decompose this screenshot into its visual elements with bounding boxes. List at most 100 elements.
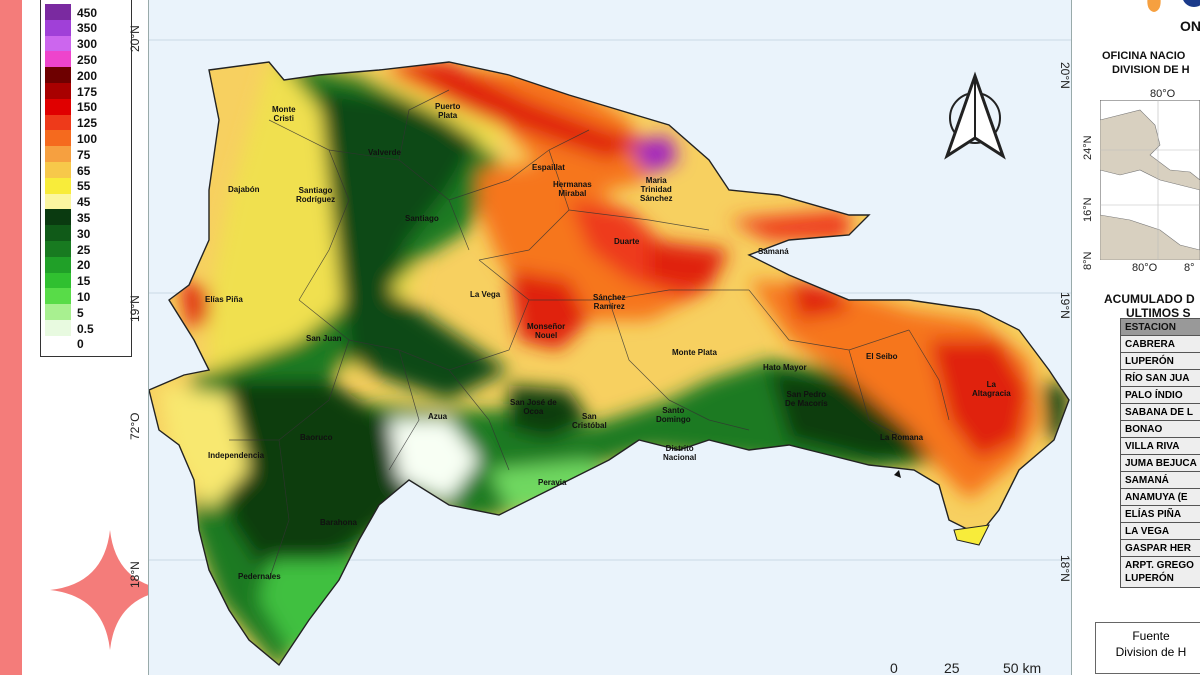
source-division: Division de H — [1096, 645, 1200, 659]
legend-row: 200 — [45, 67, 97, 84]
legend-value: 45 — [77, 195, 90, 209]
legend-row: 75 — [45, 146, 90, 163]
province-label: Hermanas Mirabal — [553, 180, 592, 198]
table-row: CABRERA — [1121, 336, 1200, 353]
legend-value: 125 — [77, 116, 97, 130]
legend-swatch — [45, 99, 71, 116]
legend-swatch — [45, 178, 71, 195]
legend-value: 250 — [77, 53, 97, 67]
station-name: JUMA BEJUCA — [1121, 455, 1200, 472]
legend-value: 5 — [77, 306, 84, 320]
station-name: CABRERA — [1121, 336, 1200, 353]
table-row: LUPERÓN — [1121, 353, 1200, 370]
legend-swatch — [45, 51, 71, 68]
legend-swatch — [45, 273, 71, 290]
legend-value: 300 — [77, 37, 97, 51]
province-label: San Pedro De Macorís — [785, 390, 828, 408]
province-label: Maria Trinidad Sánchez — [640, 176, 672, 203]
station-name: RÍO SAN JUA — [1121, 370, 1200, 387]
scale-25: 25 — [944, 660, 960, 676]
inset-locator-map — [1100, 100, 1200, 260]
left-decor-band — [0, 0, 22, 675]
inset-lat: 16°N — [1082, 197, 1094, 222]
map-frame — [148, 0, 1072, 675]
legend-value: 0.5 — [77, 322, 94, 336]
table-header-row: ESTACION — [1121, 319, 1200, 336]
station-name: ANAMUYA (E — [1121, 489, 1200, 506]
inset-lat: 24°N — [1082, 135, 1094, 160]
legend-row: 450 — [45, 4, 97, 21]
legend-value: 35 — [77, 211, 90, 225]
province-label: Independencia — [208, 451, 264, 460]
table-row: VILLA RIVA — [1121, 438, 1200, 455]
legend-row: 150 — [45, 99, 97, 116]
legend-value: 200 — [77, 69, 97, 83]
province-label: Puerto Plata — [435, 102, 460, 120]
station-name: PALO ÍNDIO — [1121, 387, 1200, 404]
legend-value: 75 — [77, 148, 90, 162]
table-row: BONAO — [1121, 421, 1200, 438]
province-label: El Seibo — [866, 352, 898, 361]
table-row: ARPT. GREGO LUPERÓN — [1121, 557, 1200, 588]
legend-swatch — [45, 304, 71, 321]
table-row: RÍO SAN JUA — [1121, 370, 1200, 387]
province-label: Sánchez Ramírez — [593, 293, 625, 311]
province-label: Monseñor Nouel — [527, 322, 565, 340]
province-label: Azua — [428, 412, 447, 421]
legend-row: 45 — [45, 194, 90, 211]
table-row: LA VEGA — [1121, 523, 1200, 540]
legend-value: 450 — [77, 6, 97, 20]
province-label: Hato Mayor — [763, 363, 807, 372]
table-header: ESTACION — [1121, 319, 1200, 336]
legend-value: 10 — [77, 290, 90, 304]
legend-swatch — [45, 83, 71, 100]
legend-swatch — [45, 67, 71, 84]
table-row: SABANA DE L — [1121, 404, 1200, 421]
province-label: Elías Piña — [205, 295, 243, 304]
org-name: OFICINA NACIO — [1102, 50, 1185, 62]
legend-value: 175 — [77, 85, 97, 99]
legend-swatch — [45, 194, 71, 211]
inset-lon-bot: 8° — [1184, 262, 1195, 274]
legend-row: 20 — [45, 257, 90, 274]
legend-row: 100 — [45, 130, 97, 147]
legend-row: 55 — [45, 178, 90, 195]
legend-row: 35 — [45, 209, 90, 226]
province-label: Duarte — [614, 237, 639, 246]
legend-value: 0 — [77, 337, 84, 351]
legend-swatch — [45, 20, 71, 37]
province-label: San José de Ocoa — [510, 398, 557, 416]
legend-swatch — [45, 146, 71, 163]
panel-title: ACUMULADO D — [1104, 292, 1195, 306]
legend-row: 125 — [45, 115, 97, 132]
lat-tick-right: 18°N — [1058, 555, 1072, 582]
station-name: BONAO — [1121, 421, 1200, 438]
province-label: Dajabón — [228, 185, 260, 194]
rainfall-map — [149, 0, 1071, 675]
legend-value: 25 — [77, 243, 90, 257]
station-name: LUPERÓN — [1121, 353, 1200, 370]
legend-value: 55 — [77, 179, 90, 193]
legend-row: 25 — [45, 241, 90, 258]
province-label: Santiago Rodríguez — [296, 186, 335, 204]
legend-row: 10 — [45, 288, 90, 305]
legend-row: 5 — [45, 304, 84, 321]
org-division: DIVISION DE H — [1112, 64, 1190, 76]
province-label: Barahona — [320, 518, 357, 527]
legend-swatch — [45, 115, 71, 132]
inset-lon-bot: 80°O — [1132, 262, 1157, 274]
lat-tick-left: 72°O — [128, 413, 142, 440]
legend-value: 65 — [77, 164, 90, 178]
province-label: Pedernales — [238, 572, 281, 581]
table-row: ELÍAS PIÑA — [1121, 506, 1200, 523]
province-label: Santiago — [405, 214, 439, 223]
scale-0: 0 — [890, 660, 898, 676]
station-name: SAMANÁ — [1121, 472, 1200, 489]
legend-row: 250 — [45, 51, 97, 68]
province-label: Monte Cristi — [272, 105, 296, 123]
province-label: La Vega — [470, 290, 500, 299]
province-label: Monte Plata — [672, 348, 717, 357]
lat-tick-left: 18°N — [128, 561, 142, 588]
table-row: SAMANÁ — [1121, 472, 1200, 489]
province-label: Baoruco — [300, 433, 332, 442]
